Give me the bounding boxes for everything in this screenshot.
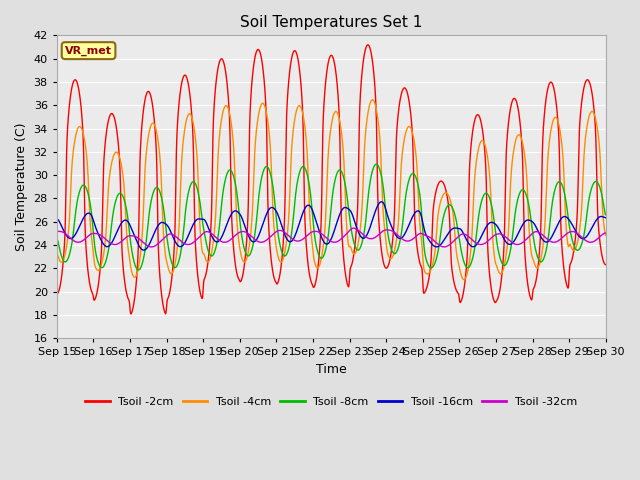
Line: Tsoil -4cm: Tsoil -4cm (57, 100, 605, 280)
Legend: Tsoil -2cm, Tsoil -4cm, Tsoil -8cm, Tsoil -16cm, Tsoil -32cm: Tsoil -2cm, Tsoil -4cm, Tsoil -8cm, Tsoi… (81, 392, 582, 411)
Tsoil -8cm (224, 169, 232, 175)
Tsoil -32cm (349, 225, 357, 231)
Tsoil -2cm (119, 261, 127, 266)
Text: VR_met: VR_met (65, 46, 112, 56)
Tsoil -32cm (118, 238, 126, 244)
Tsoil -4cm (460, 277, 468, 283)
Tsoil -2cm (53, 291, 61, 297)
Tsoil -16cm (53, 216, 61, 222)
Tsoil -4cm (88, 234, 95, 240)
Tsoil -8cm (602, 212, 609, 218)
Tsoil -16cm (119, 218, 127, 224)
Tsoil -2cm (477, 119, 485, 125)
Tsoil -32cm (53, 228, 61, 234)
Line: Tsoil -8cm: Tsoil -8cm (57, 164, 605, 270)
Tsoil -16cm (602, 215, 609, 221)
Tsoil -4cm (433, 235, 440, 241)
X-axis label: Time: Time (316, 363, 347, 376)
Line: Tsoil -32cm: Tsoil -32cm (57, 228, 605, 247)
Tsoil -16cm (88, 213, 95, 218)
Tsoil -32cm (602, 230, 609, 236)
Tsoil -16cm (433, 244, 440, 250)
Tsoil -2cm (364, 42, 372, 48)
Tsoil -2cm (224, 86, 232, 92)
Tsoil -8cm (118, 192, 126, 198)
Tsoil -4cm (602, 232, 609, 238)
Tsoil -8cm (134, 267, 142, 273)
Title: Soil Temperatures Set 1: Soil Temperatures Set 1 (240, 15, 422, 30)
Tsoil -32cm (477, 242, 485, 248)
Tsoil -4cm (53, 250, 61, 256)
Tsoil -16cm (378, 199, 385, 204)
Tsoil -16cm (224, 219, 232, 225)
Tsoil -32cm (148, 244, 156, 250)
Tsoil -8cm (372, 161, 380, 167)
Tsoil -16cm (118, 219, 126, 225)
Tsoil -2cm (118, 249, 126, 255)
Y-axis label: Soil Temperature (C): Soil Temperature (C) (15, 122, 28, 251)
Tsoil -16cm (140, 247, 148, 253)
Tsoil -8cm (477, 200, 485, 206)
Line: Tsoil -2cm: Tsoil -2cm (57, 45, 605, 314)
Tsoil -32cm (88, 231, 95, 237)
Line: Tsoil -16cm: Tsoil -16cm (57, 202, 605, 250)
Tsoil -4cm (369, 97, 376, 103)
Tsoil -2cm (602, 262, 609, 268)
Tsoil -8cm (88, 210, 95, 216)
Tsoil -4cm (119, 172, 127, 178)
Tsoil -8cm (119, 193, 127, 199)
Tsoil -4cm (477, 139, 485, 144)
Tsoil -32cm (433, 240, 440, 246)
Tsoil -8cm (433, 256, 440, 262)
Tsoil -32cm (224, 239, 232, 244)
Tsoil -2cm (433, 187, 440, 193)
Tsoil -8cm (53, 236, 61, 242)
Tsoil -2cm (127, 311, 135, 317)
Tsoil -2cm (88, 288, 95, 294)
Tsoil -32cm (119, 237, 127, 243)
Tsoil -4cm (118, 167, 126, 172)
Tsoil -16cm (477, 234, 485, 240)
Tsoil -4cm (223, 104, 231, 110)
